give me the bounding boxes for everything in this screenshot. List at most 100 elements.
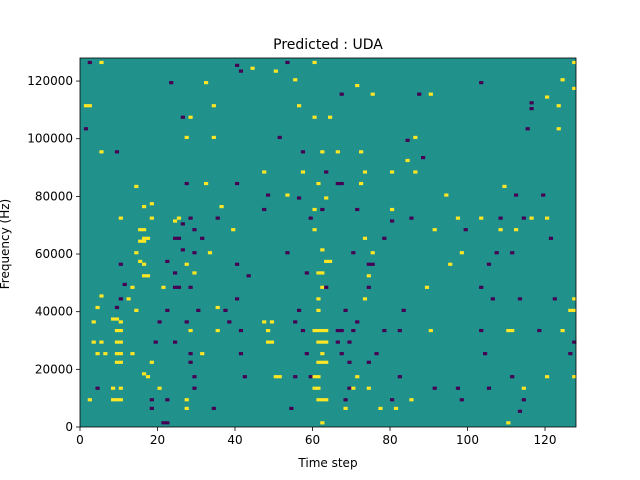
heatmap-cell-high [142, 372, 147, 376]
heatmap-cell-low [165, 398, 170, 402]
heatmap-cell-high [320, 248, 325, 252]
heatmap-cell-low [525, 127, 530, 131]
heatmap-cell-high [355, 375, 360, 379]
heatmap-cell-low [285, 60, 290, 65]
y-tick-label: 80000 [35, 189, 73, 203]
heatmap-cell-high [335, 150, 340, 154]
heatmap-cell-high [362, 170, 368, 174]
heatmap-cell-high [545, 216, 550, 220]
heatmap-cell-low [227, 320, 232, 324]
heatmap-cell-low [266, 193, 271, 197]
heatmap-cell-low [304, 271, 309, 275]
heatmap-cell-high [138, 239, 143, 243]
heatmap-cell-low [304, 352, 309, 356]
heatmap-cell-high [312, 60, 317, 65]
heatmap-cell-low [479, 328, 484, 333]
heatmap-cell-low [184, 181, 189, 186]
heatmap-cell-low [238, 69, 244, 73]
heatmap-cell-high [111, 398, 116, 402]
heatmap-cell-low [339, 92, 344, 96]
heatmap-cell-high [114, 398, 120, 402]
heatmap-cell-high [118, 398, 123, 402]
heatmap-cell-high [262, 320, 267, 324]
heatmap-cell-low [366, 262, 371, 266]
heatmap-cell-high [572, 308, 577, 312]
heatmap-cell-high [114, 317, 120, 321]
heatmap-cell-high [316, 297, 321, 301]
heatmap-cell-low [122, 282, 127, 287]
heatmap-cell-low [293, 375, 298, 379]
heatmap-cell-high [111, 386, 116, 390]
heatmap-cell-high [316, 398, 321, 402]
heatmap-cell-low [184, 320, 189, 324]
heatmap-cells [83, 60, 577, 425]
heatmap-cell-high [134, 251, 139, 255]
heatmap-cell-high [320, 285, 325, 289]
plot-frame [79, 57, 577, 428]
heatmap-cell-high [448, 262, 453, 266]
heatmap-cell-low [153, 340, 158, 344]
heatmap-cell-high [103, 352, 108, 356]
heatmap-cell-high [320, 150, 325, 154]
heatmap-cell-high [316, 181, 321, 186]
x-tick-label: 60 [305, 433, 320, 447]
heatmap-cell-high [324, 340, 329, 344]
heatmap-cell-high [91, 340, 96, 344]
heatmap-cell-low [510, 375, 515, 379]
heatmap-cell-low [397, 328, 402, 333]
heatmap-cell-high [184, 398, 189, 402]
heatmap-cell-low [351, 251, 356, 255]
heatmap-cell-high [207, 251, 213, 255]
heatmap-cell-low [235, 297, 240, 301]
heatmap-cell-high [312, 207, 317, 212]
heatmap-cell-high [184, 406, 189, 410]
heatmap-cell-high [459, 251, 464, 255]
heatmap-cell-low [514, 193, 519, 197]
heatmap-cell-high [362, 297, 368, 301]
heatmap-cell-high [118, 360, 123, 364]
heatmap-cell-low [297, 308, 302, 312]
heatmap-cell-high [316, 386, 321, 390]
x-tick-label: 100 [456, 433, 479, 447]
heatmap-cell-low [455, 386, 461, 390]
heatmap-cell-low [355, 320, 360, 324]
heatmap-cell-low [370, 262, 375, 266]
heatmap-cell-high [138, 228, 143, 232]
heatmap-cell-high [366, 386, 371, 390]
heatmap-cell-high [118, 320, 123, 324]
heatmap-cell-low [114, 305, 120, 310]
heatmap-cell-high [111, 317, 116, 321]
heatmap-cell-low [188, 352, 193, 356]
heatmap-cell-high [529, 216, 534, 220]
heatmap-cell-low [223, 308, 228, 312]
heatmap-cell-high [142, 239, 147, 243]
heatmap-cell-high [432, 228, 437, 232]
heatmap-cell-low [262, 207, 267, 212]
heatmap-cell-low [483, 352, 488, 356]
heatmap-cell-low [180, 248, 185, 252]
heatmap-cell-high [142, 262, 147, 266]
heatmap-cell-high [424, 285, 430, 289]
heatmap-cell-low [521, 398, 526, 402]
x-axis: 0 20 40 60 80 100 120 [76, 427, 556, 447]
heatmap-cell-high [498, 228, 503, 232]
heatmap-cell-high [320, 398, 325, 402]
y-tick-label: 60000 [35, 247, 73, 261]
heatmap-cell-high [266, 340, 271, 344]
heatmap-cell-high [87, 398, 92, 402]
heatmap-cell-low [517, 409, 523, 413]
heatmap-cell-high [366, 274, 371, 278]
heatmap-cell-high [157, 386, 162, 390]
heatmap-cell-low [417, 92, 422, 96]
heatmap-cell-low [339, 181, 344, 186]
y-tick-label: 20000 [35, 362, 73, 376]
heatmap-cell-low [196, 308, 201, 312]
heatmap-cell-low [324, 170, 329, 174]
heatmap-cell-high [343, 406, 348, 410]
heatmap-cell-high [316, 308, 321, 312]
heatmap-cell-low [192, 228, 197, 232]
heatmap-cell-high [114, 352, 120, 356]
heatmap-cell-low [347, 340, 352, 344]
heatmap-cell-high [312, 375, 317, 379]
heatmap-cell-low [149, 406, 154, 410]
